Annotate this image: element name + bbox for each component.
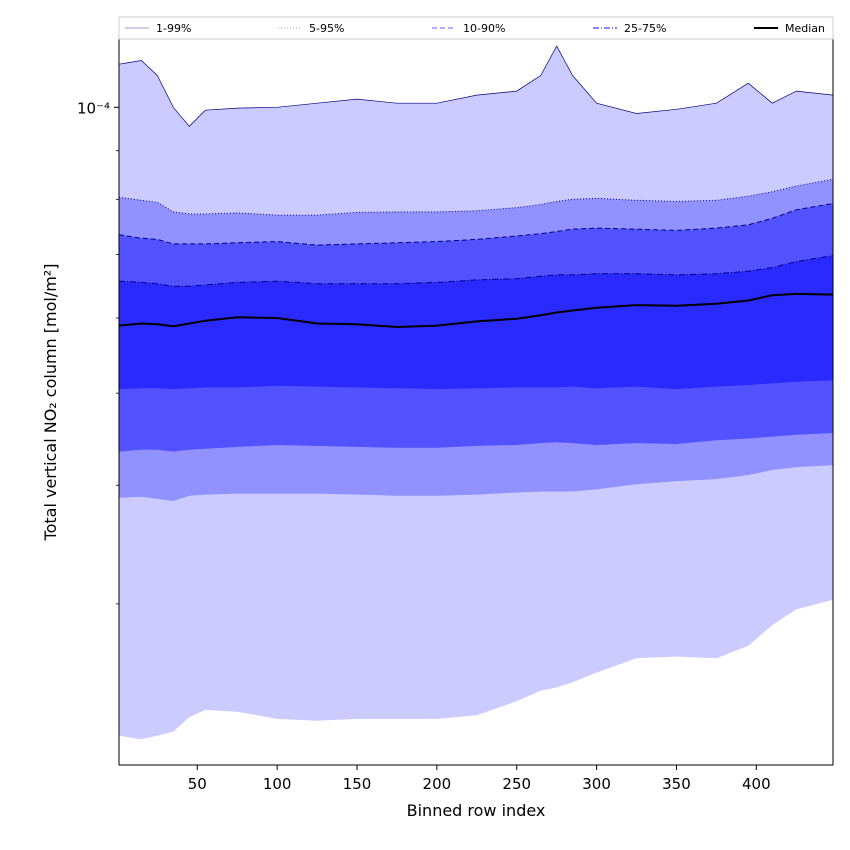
x-tick-label-100: 100 [263, 775, 292, 793]
x-tick-label-200: 200 [423, 775, 452, 793]
legend-frame [118, 16, 834, 40]
y-axis-label: Total vertical NO₂ column [mol/m²] [41, 264, 60, 542]
legend: 1-99% 5-95% 10-90% 25-75% Median [118, 16, 834, 40]
y-tick-label-major: 10⁻⁴ [77, 99, 110, 117]
legend-label-1: 5-95% [309, 22, 344, 35]
x-tick-label-150: 150 [343, 775, 372, 793]
x-tick-label-350: 350 [662, 775, 691, 793]
median-line [119, 292, 833, 329]
legend-label-4: Median [785, 22, 825, 35]
x-tick-label-300: 300 [582, 775, 611, 793]
legend-items: 1-99% 5-95% 10-90% 25-75% Median [125, 22, 825, 35]
legend-label-2: 10-90% [463, 22, 505, 35]
x-tick-label-50: 50 [188, 775, 207, 793]
band-upper-edge-1-99pct [119, 45, 833, 127]
band-upper-edge-25-75pct [119, 255, 833, 287]
legend-label-0: 1-99% [156, 22, 191, 35]
x-tick-label-250: 250 [502, 775, 531, 793]
x-tick-label-400: 400 [742, 775, 771, 793]
median-layer [119, 292, 833, 329]
bands-layer [119, 45, 833, 740]
y-axis: 10⁻⁴ [77, 99, 119, 605]
x-axis-label: Binned row index [407, 801, 546, 820]
legend-label-3: 25-75% [624, 22, 666, 35]
x-axis: 50 100 150 200 250 300 350 400 [188, 765, 771, 793]
